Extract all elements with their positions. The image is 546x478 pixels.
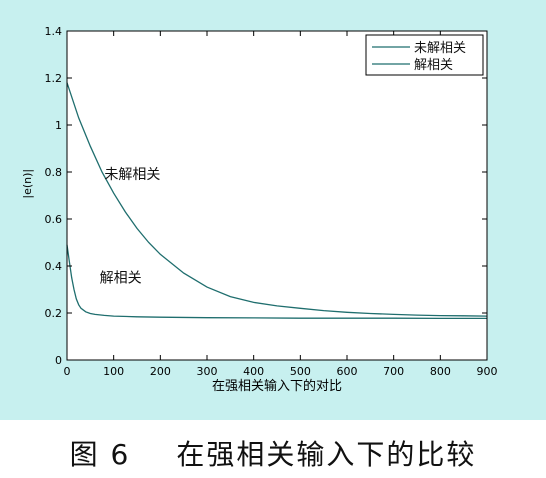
y-tick-label: 1 xyxy=(55,119,62,132)
x-tick-label: 100 xyxy=(103,365,124,378)
y-tick-label: 0 xyxy=(55,354,62,367)
x-tick-label: 900 xyxy=(477,365,498,378)
y-tick-label: 0.2 xyxy=(45,307,63,320)
caption-text: 在强相关输入下的比较 xyxy=(176,438,477,471)
axes-frame xyxy=(66,30,488,361)
y-tick-label: 0.4 xyxy=(45,260,63,273)
x-tick-label: 700 xyxy=(383,365,404,378)
figure-caption: 图 6 在强相关输入下的比较 xyxy=(0,432,546,478)
x-tick-label: 200 xyxy=(150,365,171,378)
plot-panel: 0 100 200 300 400 500 600 700 800 900 0 0.2 0.4 0.6 0.… xyxy=(0,0,546,420)
series-line-0 xyxy=(66,82,488,317)
series-line-1 xyxy=(66,244,487,320)
x-axis-label: 在强相关输入下的对比 xyxy=(212,378,342,394)
y-tick-label: 1.2 xyxy=(45,72,63,85)
figure-number: 图 6 xyxy=(69,438,131,471)
axes-background xyxy=(67,31,487,360)
y-tick-label: 0.8 xyxy=(45,166,63,179)
y-tick-label: 0.6 xyxy=(45,213,63,226)
x-tick-label: 0 xyxy=(64,365,71,378)
y-tick-label: 1.4 xyxy=(45,25,63,38)
x-tick-label: 500 xyxy=(290,365,311,378)
curves xyxy=(66,82,488,320)
legend-entry-0: 未解相关 xyxy=(414,41,466,56)
axes xyxy=(66,30,488,361)
y-axis-label: |e(n)| xyxy=(21,169,34,199)
curve-annotation-1: 解相关 xyxy=(100,270,142,286)
x-tick-label: 600 xyxy=(337,365,358,378)
x-tick-label: 800 xyxy=(430,365,451,378)
line-chart: 0 100 200 300 400 500 600 700 800 900 0 0.2 0.4 0.6 0.… xyxy=(21,25,498,394)
legend-box xyxy=(365,34,484,76)
x-tick-label: 300 xyxy=(197,365,218,378)
curve-annotation-0: 未解相关 xyxy=(104,167,160,183)
x-tick-label: 400 xyxy=(243,365,264,378)
ticks: 0 100 200 300 400 500 600 700 800 900 0 0.2 0.4 0.6 0.… xyxy=(45,25,498,378)
legend-entry-1: 解相关 xyxy=(414,58,453,73)
